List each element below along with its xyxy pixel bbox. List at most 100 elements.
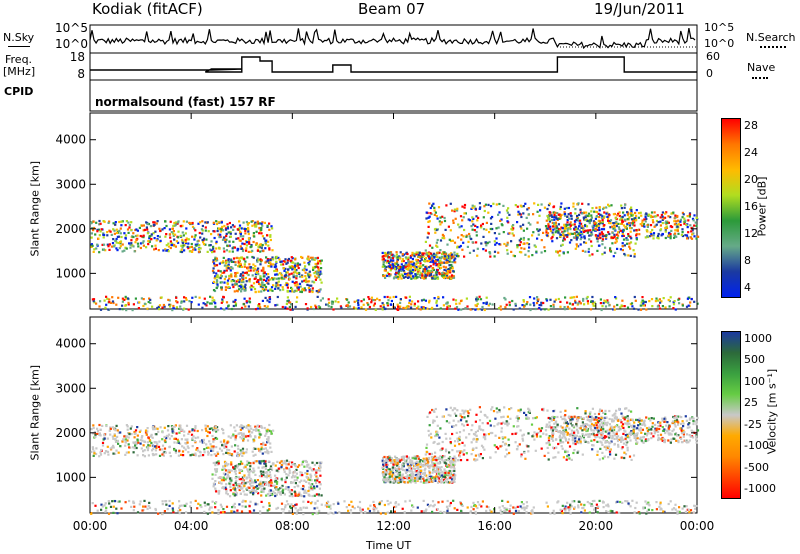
radar-cell bbox=[310, 469, 313, 472]
radar-cell bbox=[262, 269, 265, 272]
radar-cell bbox=[99, 434, 102, 437]
radar-cell bbox=[210, 249, 213, 252]
radar-cell bbox=[457, 223, 460, 226]
radar-cell bbox=[438, 271, 441, 274]
radar-cell bbox=[423, 463, 426, 466]
radar-cell bbox=[572, 205, 575, 208]
radar-cell bbox=[519, 429, 522, 432]
radar-cell bbox=[92, 432, 95, 435]
radar-cell bbox=[225, 232, 228, 235]
radar-cell bbox=[679, 218, 682, 221]
radar-cell bbox=[409, 256, 412, 259]
radar-cell bbox=[419, 271, 422, 274]
radar-cell bbox=[407, 260, 410, 263]
radar-cell bbox=[511, 232, 514, 235]
radar-cell bbox=[626, 222, 629, 225]
radar-cell bbox=[455, 306, 459, 309]
radar-cell bbox=[249, 500, 252, 503]
radar-cell bbox=[139, 242, 143, 245]
radar-cell bbox=[588, 511, 591, 514]
radar-cell bbox=[152, 221, 155, 224]
radar-cell bbox=[417, 255, 420, 258]
radar-cell bbox=[444, 276, 447, 279]
radar-cell bbox=[649, 216, 652, 219]
radar-cell bbox=[194, 452, 197, 455]
radar-cell bbox=[669, 233, 672, 236]
radar-cell bbox=[565, 206, 568, 210]
radar-cell bbox=[370, 299, 374, 302]
radar-cell bbox=[559, 235, 562, 238]
radar-cell bbox=[221, 238, 225, 241]
radar-cell bbox=[524, 253, 527, 256]
radar-cell bbox=[680, 429, 683, 432]
radar-cell bbox=[592, 220, 595, 223]
nsky-line bbox=[89, 27, 696, 50]
radar-cell bbox=[623, 456, 626, 460]
station-title: Kodiak (fitACF) bbox=[92, 0, 203, 18]
radar-cell bbox=[226, 493, 229, 496]
radar-cell bbox=[516, 221, 519, 224]
radar-cell bbox=[207, 451, 210, 455]
radar-cell bbox=[674, 232, 677, 235]
radar-cell bbox=[457, 308, 460, 311]
radar-cell bbox=[224, 473, 227, 476]
radar-cell bbox=[462, 424, 466, 427]
radar-cell bbox=[480, 505, 483, 508]
radar-cell bbox=[332, 512, 335, 515]
radar-cell bbox=[565, 227, 568, 230]
radar-cell bbox=[597, 412, 601, 416]
radar-cell bbox=[630, 410, 633, 413]
radar-cell bbox=[477, 298, 480, 301]
radar-cell bbox=[562, 239, 565, 242]
radar-cell bbox=[279, 284, 282, 287]
radar-cell bbox=[295, 269, 298, 272]
radar-cell bbox=[436, 245, 439, 248]
radar-cell bbox=[203, 297, 206, 300]
radar-cell bbox=[235, 280, 238, 283]
radar-cell bbox=[569, 502, 572, 506]
radar-cell bbox=[191, 225, 195, 228]
radar-cell bbox=[112, 238, 115, 241]
radar-cell bbox=[149, 444, 152, 447]
radar-cell bbox=[408, 499, 411, 502]
radar-cell bbox=[480, 444, 484, 447]
radar-cell bbox=[456, 252, 459, 255]
radar-cell bbox=[227, 435, 230, 438]
radar-cell bbox=[444, 272, 447, 275]
radar-cell bbox=[580, 222, 583, 225]
radar-cell bbox=[435, 464, 438, 467]
radar-cell bbox=[226, 223, 229, 226]
radar-cell bbox=[559, 228, 562, 231]
radar-cell bbox=[657, 436, 660, 440]
radar-cell bbox=[551, 225, 555, 228]
radar-cell bbox=[191, 221, 194, 225]
radar-cell bbox=[569, 296, 572, 299]
radar-cell bbox=[600, 308, 603, 312]
radar-cell bbox=[298, 263, 302, 266]
radar-cell bbox=[569, 224, 572, 227]
radar-cell bbox=[593, 439, 596, 442]
radar-cell bbox=[461, 219, 464, 222]
radar-cell bbox=[465, 297, 468, 300]
radar-cell bbox=[214, 470, 217, 473]
radar-cell bbox=[194, 248, 197, 251]
radar-cell bbox=[206, 250, 209, 253]
radar-cell bbox=[318, 260, 322, 263]
radar-cell bbox=[409, 260, 412, 263]
radar-cell bbox=[278, 272, 282, 275]
radar-cell bbox=[565, 224, 568, 228]
radar-cell bbox=[567, 438, 571, 441]
radar-cell bbox=[434, 261, 437, 265]
radar-cell bbox=[688, 212, 692, 215]
radar-cell bbox=[315, 272, 318, 275]
radar-cell bbox=[679, 220, 682, 223]
radar-cell bbox=[579, 234, 582, 237]
radar-cell bbox=[435, 301, 438, 304]
radar-cell bbox=[676, 219, 680, 222]
radar-cell bbox=[651, 422, 654, 425]
radar-cell bbox=[245, 424, 248, 428]
radar-cell bbox=[535, 302, 539, 305]
radar-cell bbox=[130, 505, 133, 508]
radar-cell bbox=[629, 241, 633, 244]
radar-cell bbox=[226, 448, 229, 451]
